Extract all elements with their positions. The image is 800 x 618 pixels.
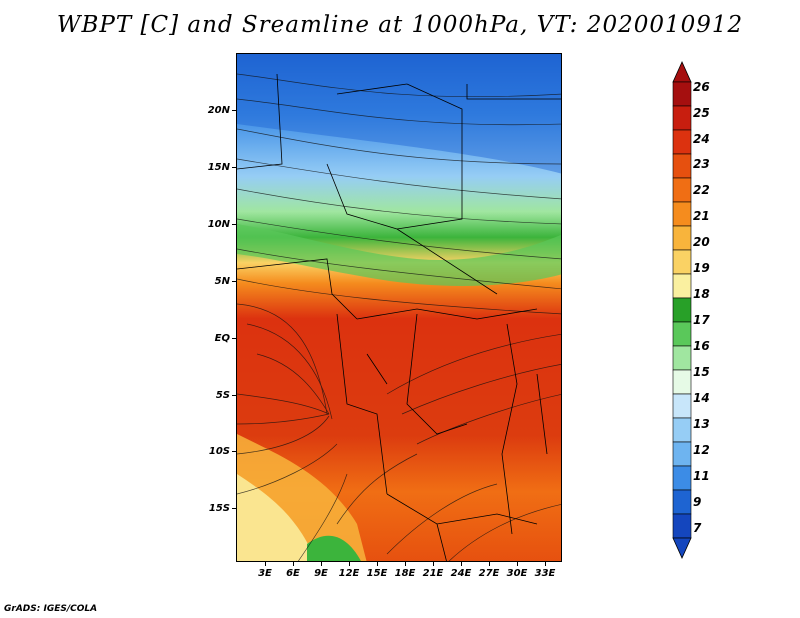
colorbar-segment — [672, 297, 692, 323]
colorbar-label: 24 — [693, 132, 710, 146]
lon-label: 21E — [422, 568, 444, 579]
colorbar-segment — [672, 489, 692, 515]
lat-tick — [232, 167, 236, 168]
lat-label: 15S — [208, 503, 230, 514]
lon-tick — [545, 562, 546, 566]
country-borders — [237, 73, 561, 561]
colorbar-label: 26 — [693, 80, 710, 94]
map-field — [237, 54, 561, 561]
map-panel — [236, 53, 562, 562]
colorbar-label: 9 — [693, 495, 702, 509]
colorbar — [672, 61, 692, 559]
lon-tick — [377, 562, 378, 566]
colorbar-segment — [672, 513, 692, 539]
colorbar-segment — [672, 393, 692, 419]
lon-label: 3E — [258, 568, 272, 579]
colorbar-label: 22 — [693, 183, 710, 197]
lat-tick — [232, 281, 236, 282]
colorbar-segment — [672, 153, 692, 179]
lon-tick — [489, 562, 490, 566]
colorbar-label: 25 — [693, 106, 710, 120]
lat-label: EQ — [214, 333, 230, 344]
lon-label: 15E — [366, 568, 388, 579]
lat-tick — [232, 224, 236, 225]
lat-label: 15N — [207, 162, 230, 173]
chart-title: WBPT [C] and Sreamline at 1000hPa, VT: 2… — [56, 12, 744, 38]
colorbar-label: 21 — [693, 209, 710, 223]
colorbar-label: 19 — [693, 261, 710, 275]
colorbar-label: 14 — [693, 391, 710, 405]
colorbar-label: 13 — [693, 417, 710, 431]
colorbar-label: 12 — [693, 443, 710, 457]
colorbar-bottom-arrow — [672, 537, 692, 559]
colorbar-segment — [672, 81, 692, 107]
lat-label: 5N — [214, 276, 230, 287]
colorbar-segment — [672, 321, 692, 347]
colorbar-segment — [672, 273, 692, 299]
lat-tick — [232, 451, 236, 452]
field-sw-pale-zone — [237, 474, 317, 561]
lat-tick — [232, 338, 236, 339]
lon-tick — [517, 562, 518, 566]
colorbar-segment — [672, 465, 692, 491]
lon-label: 6E — [286, 568, 300, 579]
lat-label: 10N — [207, 219, 230, 230]
colorbar-segment — [672, 369, 692, 395]
colorbar-segment — [672, 417, 692, 443]
lon-tick — [349, 562, 350, 566]
colorbar-top-arrow — [672, 61, 692, 83]
lat-label: 5S — [215, 390, 230, 401]
colorbar-label: 18 — [693, 287, 710, 301]
lat-tick — [232, 110, 236, 111]
lon-tick — [293, 562, 294, 566]
lon-tick — [405, 562, 406, 566]
lat-label: 10S — [208, 446, 230, 457]
lon-label: 18E — [394, 568, 416, 579]
colorbar-segment — [672, 345, 692, 371]
credit-text: GrADS: IGES/COLA — [4, 604, 98, 614]
colorbar-label: 17 — [693, 313, 710, 327]
lon-label: 12E — [338, 568, 360, 579]
field-sw-green-patch — [307, 535, 361, 561]
colorbar-label: 23 — [693, 157, 710, 171]
colorbar-segment — [672, 177, 692, 203]
field-green-band — [237, 224, 561, 286]
colorbar-label: 20 — [693, 235, 710, 249]
colorbar-segment — [672, 201, 692, 227]
colorbar-label: 7 — [693, 521, 702, 535]
lon-label: 24E — [450, 568, 472, 579]
lon-tick — [265, 562, 266, 566]
lon-tick — [461, 562, 462, 566]
lon-label: 33E — [534, 568, 556, 579]
lon-label: 30E — [506, 568, 528, 579]
lon-label: 9E — [314, 568, 328, 579]
colorbar-label: 15 — [693, 365, 710, 379]
lat-label: 20N — [207, 105, 230, 116]
colorbar-segment — [672, 105, 692, 131]
lat-tick — [232, 395, 236, 396]
lon-tick — [433, 562, 434, 566]
lon-label: 27E — [478, 568, 500, 579]
lat-tick — [232, 508, 236, 509]
streamlines — [237, 73, 561, 561]
colorbar-label: 11 — [693, 469, 710, 483]
lon-tick — [321, 562, 322, 566]
colorbar-segment — [672, 249, 692, 275]
colorbar-segment — [672, 441, 692, 467]
colorbar-segment — [672, 225, 692, 251]
colorbar-label: 16 — [693, 339, 710, 353]
colorbar-segment — [672, 129, 692, 155]
field-blue-top — [237, 54, 561, 174]
